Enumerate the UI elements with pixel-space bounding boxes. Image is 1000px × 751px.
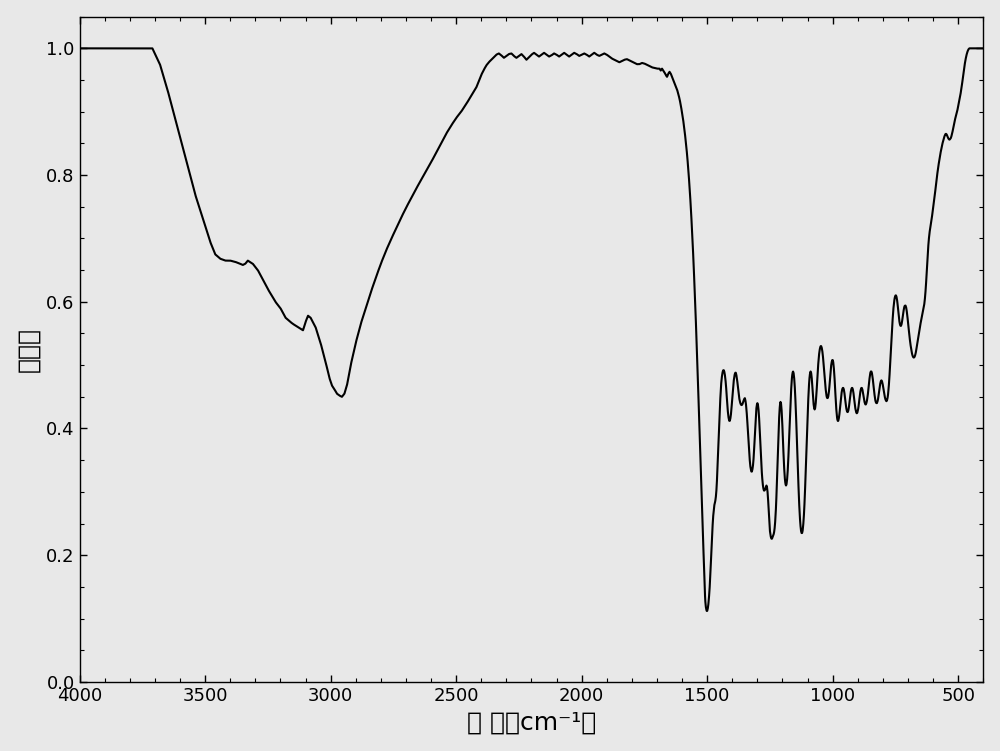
Y-axis label: 吸光度: 吸光度	[17, 327, 41, 372]
X-axis label: 波 数（cm⁻¹）: 波 数（cm⁻¹）	[467, 710, 596, 734]
